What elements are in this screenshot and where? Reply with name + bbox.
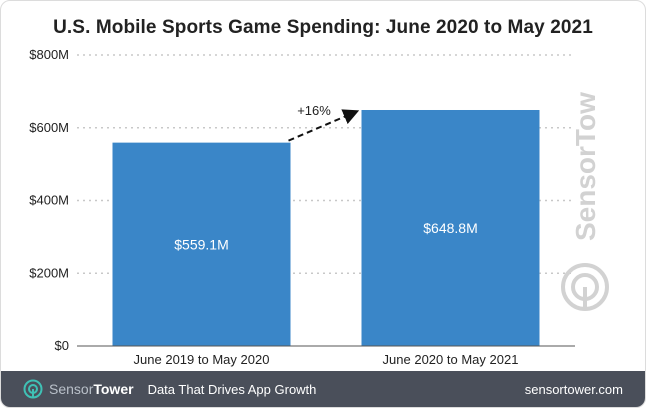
y-tick-label: $800M [29,47,69,62]
watermark-logo-icon [561,263,609,311]
chart-title: U.S. Mobile Sports Game Spending: June 2… [53,17,593,38]
bar-value-label: $559.1M [174,236,228,252]
bar-chart: $0 $200M $400M $600M $800M $559.1M $648.8M Ju… [29,47,575,367]
footer-logo[interactable]: SensorTower [23,379,134,399]
y-tick-label: $200M [29,265,69,280]
footer-tagline: Data That Drives App Growth [147,381,317,397]
sensortower-logo-icon [23,379,43,399]
growth-arrow [288,109,360,142]
y-tick-label: $400M [29,193,69,208]
growth-annotation: +16% [297,103,331,118]
bar [361,109,540,347]
y-tick-label: $600M [29,120,69,135]
footer-bar: SensorTower Data That Drives App Growth … [1,371,645,407]
watermark-text: SensorTower [570,91,601,241]
y-tick-label: $0 [55,338,69,353]
footer-brand: SensorTower [49,381,134,397]
bar [112,142,291,346]
sensortower-watermark: SensorTower [549,66,629,319]
x-tick-label: June 2020 to May 2021 [383,352,519,367]
footer-site-link[interactable]: sensortower.com [524,381,623,397]
bar-value-label: $648.8M [423,220,477,236]
x-tick-label: June 2019 to May 2020 [134,352,270,367]
